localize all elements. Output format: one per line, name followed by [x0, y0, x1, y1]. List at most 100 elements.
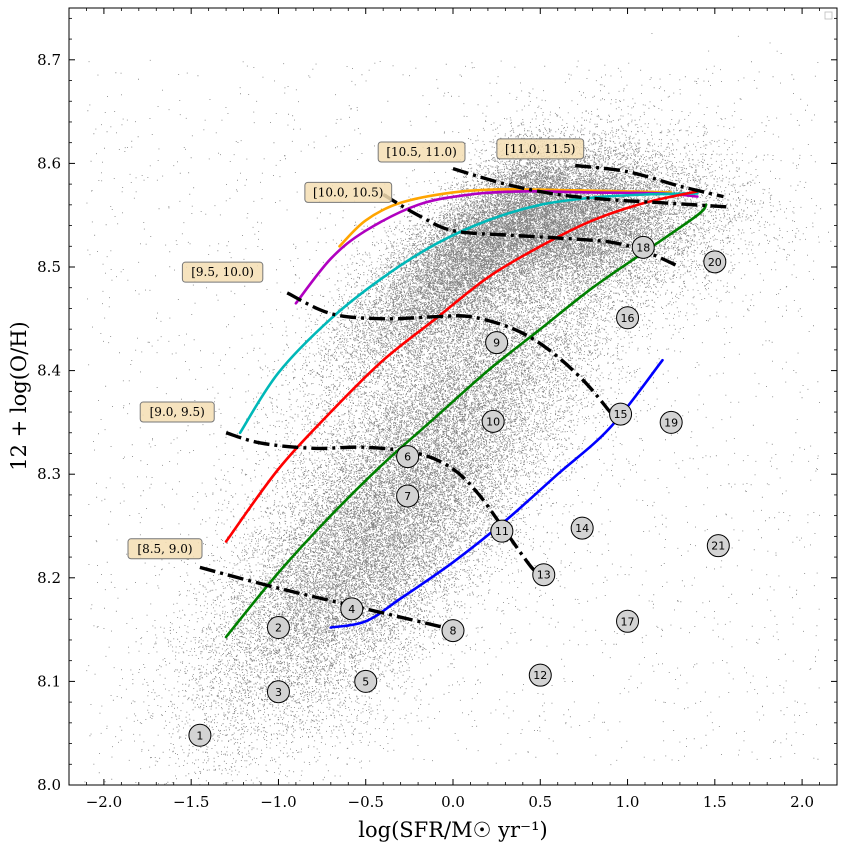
label-box	[181, 261, 264, 283]
label-box	[304, 181, 393, 203]
mass-bin-label-6: [11.0, 11.5)	[496, 138, 585, 160]
mass-bin-labels: [8.5, 9.0) [9.0, 9.5) [9.5, 10.0) [10.0, 10…	[127, 138, 585, 560]
marker-label: 1	[196, 729, 203, 742]
x-tick-label: 1.5	[703, 793, 727, 811]
marker-circle	[532, 563, 556, 587]
marker-5: 5	[354, 669, 378, 693]
marker-7: 7	[396, 484, 420, 508]
marker-11: 11	[490, 519, 514, 543]
marker-circle	[609, 402, 633, 426]
marker-21: 21	[706, 534, 730, 558]
marker-2: 2	[266, 616, 290, 640]
mass-bin-curve-2	[225, 431, 542, 575]
marker-circle	[354, 669, 378, 693]
marker-label: 20	[708, 256, 722, 269]
y-tick-label: 8.4	[37, 362, 61, 380]
y-axis-title: 12 + log(O/H)	[7, 321, 31, 470]
marker-15: 15	[609, 402, 633, 426]
marker-label: 5	[362, 675, 369, 688]
marker-17: 17	[616, 609, 640, 633]
y-tick-label: 8.1	[37, 672, 61, 690]
x-tick-label: 0.0	[441, 793, 465, 811]
x-tick-label: −1.5	[173, 793, 209, 811]
marker-circle	[481, 409, 505, 433]
marker-circle	[631, 235, 655, 259]
marker-6: 6	[396, 445, 420, 469]
colored-curve-1	[338, 187, 673, 248]
marker-19: 19	[659, 410, 683, 434]
marker-circle	[441, 619, 465, 643]
marker-circle	[485, 331, 509, 355]
marker-label: 21	[711, 540, 725, 553]
marker-label: 14	[575, 522, 589, 535]
marker-1: 1	[188, 723, 212, 747]
x-tick-label: −1.0	[260, 793, 296, 811]
marker-label: 16	[621, 312, 635, 325]
legend-box	[824, 11, 833, 20]
marker-circle	[659, 410, 683, 434]
mass-bin-label-5: [10.5, 11.0)	[377, 141, 466, 163]
y-tick-label: 8.0	[37, 776, 61, 794]
label-box	[139, 401, 215, 423]
marker-circle	[706, 534, 730, 558]
x-tick-label: 0.5	[528, 793, 552, 811]
marker-label: 10	[486, 415, 500, 428]
marker-circle	[703, 250, 727, 274]
mass-bin-curve-5	[452, 166, 728, 209]
marker-circle	[616, 609, 640, 633]
label-box	[377, 141, 466, 163]
colored-curve-2	[294, 190, 699, 305]
mass-bin-label-1: [8.5, 9.0)	[127, 538, 203, 560]
marker-label: 19	[664, 416, 678, 429]
y-tick-label: 8.7	[37, 51, 61, 69]
marker-label: 13	[537, 569, 551, 582]
marker-circle	[616, 306, 640, 330]
marker-label: 8	[450, 625, 457, 638]
marker-20: 20	[703, 250, 727, 274]
marker-circle	[266, 680, 290, 704]
y-tick-label: 8.3	[37, 465, 61, 483]
marker-circle	[570, 516, 594, 540]
mass-bin-curve-6	[575, 163, 724, 199]
y-tick-label: 8.5	[37, 258, 61, 276]
mass-bin-curve-3	[286, 291, 612, 414]
mass-bin-label-4: [10.0, 10.5)	[304, 181, 393, 203]
marker-label: 7	[404, 490, 411, 503]
y-axis-ticks: 8.0 8.1 8.2 8.3 8.4 8.5 8.6 8.7	[37, 17, 837, 794]
marker-label: 4	[348, 603, 355, 616]
marker-label: 3	[275, 686, 282, 699]
label-text: [10.0, 10.5)	[313, 185, 383, 199]
marker-label: 11	[495, 525, 509, 538]
marker-label: 2	[275, 622, 282, 635]
mass-bin-label-2: [9.0, 9.5)	[139, 401, 215, 423]
marker-14: 14	[570, 516, 594, 540]
mass-bin-curve-1	[199, 565, 454, 632]
marker-16: 16	[616, 306, 640, 330]
marker-circle	[490, 519, 514, 543]
marker-9: 9	[485, 331, 509, 355]
marker-18: 18	[631, 235, 655, 259]
label-text: [11.0, 11.5)	[505, 142, 575, 156]
colored-curve-3	[238, 192, 699, 435]
x-tick-label: −0.5	[348, 793, 384, 811]
marker-circle	[396, 484, 420, 508]
label-box	[127, 538, 203, 560]
label-text: [9.5, 10.0)	[191, 265, 254, 279]
label-box	[496, 138, 585, 160]
marker-label: 6	[404, 451, 411, 464]
marker-13: 13	[532, 563, 556, 587]
label-text: [10.5, 11.0)	[386, 145, 456, 159]
marker-circle	[528, 663, 552, 687]
marker-label: 15	[614, 408, 628, 421]
x-tick-label: 1.0	[616, 793, 640, 811]
label-text: [9.0, 9.5)	[150, 405, 205, 419]
marker-circle	[340, 597, 364, 621]
x-tick-label: −2.0	[86, 793, 122, 811]
marker-circle	[266, 616, 290, 640]
marker-3: 3	[266, 680, 290, 704]
marker-label: 17	[621, 615, 635, 628]
marker-label: 9	[493, 337, 500, 350]
marker-12: 12	[528, 663, 552, 687]
